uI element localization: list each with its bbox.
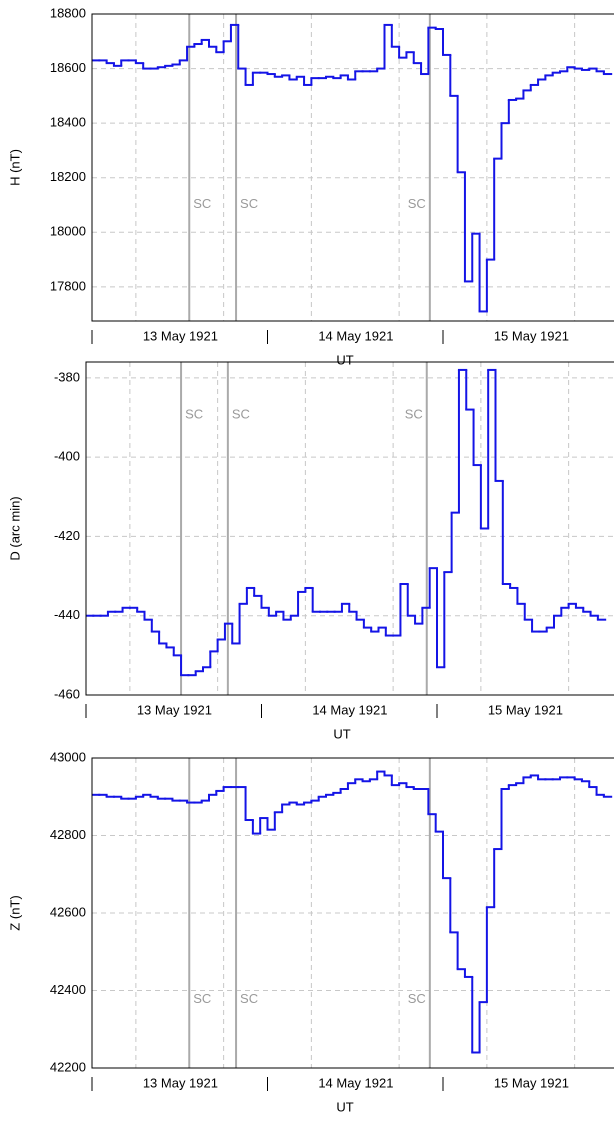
y-axis-title: H (nT) [7,149,22,186]
x-tick-label: 13 May 1921 [143,328,218,343]
series [86,368,607,677]
x-tick-label: 13 May 1921 [137,702,212,717]
y-tick-label: 43000 [50,749,86,764]
sc-label: SC [240,196,258,211]
sc-label: SC [240,991,258,1006]
y-tick-label: 42400 [50,982,86,997]
y-tick-label: -380 [54,369,80,384]
y-tick-label: 42600 [50,904,86,919]
x-axis-title: UT [336,1099,353,1114]
x-tick-label: 14 May 1921 [312,702,387,717]
y-tick-label: 42200 [50,1059,86,1074]
y-axis-title: D (arc min) [7,496,22,560]
series [92,770,613,1054]
x-tick-label: 14 May 1921 [318,1075,393,1090]
y-axis-title: Z (nT) [7,895,22,930]
x-axis-title: UT [336,352,353,367]
x-tick-label: 15 May 1921 [488,702,563,717]
sc-label: SC [193,991,211,1006]
x-tick-label: 13 May 1921 [143,1075,218,1090]
y-tick-label: -440 [54,607,80,622]
y-tick-label: -400 [54,449,80,464]
y-tick-label: -460 [54,686,80,701]
y-tick-label: -420 [54,528,80,543]
y-tick-label: 18400 [50,115,86,130]
series [92,23,613,313]
plot-frame [85,361,614,696]
y-tick-label: 42800 [50,827,86,842]
sc-label: SC [408,991,426,1006]
sc-label: SC [185,407,203,422]
y-tick-label: 18000 [50,224,86,239]
y-tick-label: 18600 [50,60,86,75]
y-tick-label: 17800 [50,278,86,293]
x-tick-label: 15 May 1921 [494,1075,569,1090]
sc-label: SC [408,196,426,211]
sc-label: SC [232,407,250,422]
sc-label: SC [405,407,423,422]
x-tick-label: 15 May 1921 [494,328,569,343]
y-tick-label: 18200 [50,169,86,184]
sc-label: SC [193,196,211,211]
x-tick-label: 14 May 1921 [318,328,393,343]
x-axis-title: UT [333,726,350,741]
plot-frame [91,757,614,1069]
y-tick-label: 18800 [50,5,86,20]
plot-frame [91,13,614,322]
